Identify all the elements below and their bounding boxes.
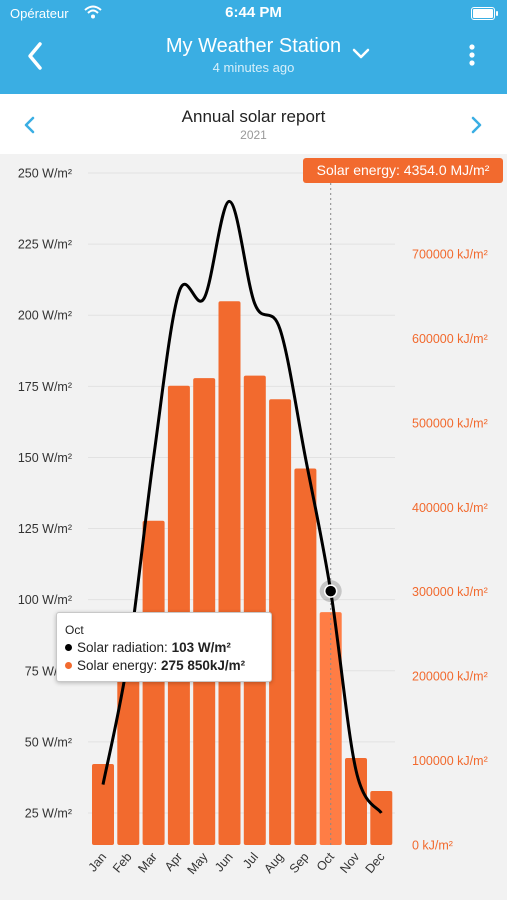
left-axis-tick-label: 125 W/m²	[18, 522, 72, 536]
more-vertical-icon[interactable]	[462, 42, 482, 68]
radiation-dot-icon	[65, 644, 72, 651]
month-label: Jan	[86, 850, 110, 874]
energy-bar	[193, 378, 216, 845]
month-label: Apr	[162, 850, 185, 874]
energy-bar	[370, 790, 393, 845]
energy-bar	[218, 301, 241, 845]
right-axis-tick-label: 700000 kJ/m²	[412, 248, 488, 262]
energy-dot-icon	[65, 662, 72, 669]
month-label: Mar	[135, 850, 160, 875]
back-chevron-icon[interactable]	[22, 36, 52, 76]
left-axis-tick-label: 25 W/m²	[25, 807, 72, 821]
battery-icon	[471, 7, 498, 20]
right-axis-tick-label: 400000 kJ/m²	[412, 501, 488, 515]
month-label: Nov	[337, 849, 362, 876]
month-label: Dec	[363, 850, 388, 876]
solar-chart[interactable]: 250 W/m² 225 W/m² 200 W/m² 175 W/m² 150 W/m²…	[0, 154, 507, 900]
next-year-icon[interactable]	[466, 114, 486, 136]
left-axis-tick-label: 100 W/m²	[18, 593, 72, 607]
carrier-label: Opérateur	[10, 6, 69, 21]
right-axis-tick-label: 100000 kJ/m²	[412, 754, 488, 768]
highlight-badge: Solar energy: 4354.0 MJ/m²	[303, 158, 503, 183]
right-axis-tick-label: 200000 kJ/m²	[412, 670, 488, 684]
wifi-icon	[84, 5, 102, 22]
tooltip-energy-row: Solar energy: 275 850kJ/m²	[65, 658, 245, 673]
month-label: Sep	[287, 850, 312, 876]
energy-bar	[92, 763, 114, 845]
right-axis-tick-label: 0 kJ/m²	[412, 839, 453, 853]
energy-bar	[142, 520, 165, 845]
month-label: Feb	[110, 850, 135, 876]
month-label: Jun	[212, 850, 236, 874]
clock: 6:44 PM	[225, 4, 282, 21]
tooltip-radiation-row: Solar radiation: 103 W/m²	[65, 640, 231, 655]
left-axis-tick-label: 225 W/m²	[18, 238, 72, 252]
tooltip-radiation-label: Solar radiation:	[77, 640, 172, 655]
right-axis-tick-label: 500000 kJ/m²	[412, 416, 488, 430]
highlight-marker	[323, 584, 338, 598]
last-update: 4 minutes ago	[212, 60, 295, 75]
energy-bar	[269, 399, 292, 845]
report-year: 2021	[240, 128, 267, 142]
left-axis-tick-label: 175 W/m²	[18, 380, 72, 394]
energy-bar	[294, 468, 317, 845]
report-header: Annual solar report 2021	[0, 94, 507, 154]
month-label: Oct	[314, 850, 338, 874]
tooltip-energy-value: 275 850kJ/m²	[161, 658, 246, 673]
tooltip-energy-label: Solar energy:	[77, 658, 162, 673]
report-title: Annual solar report	[181, 107, 326, 126]
navigation-bar: My Weather Station 4 minutes ago	[0, 26, 507, 94]
energy-bar	[117, 655, 140, 845]
month-label: Aug	[261, 850, 286, 876]
energy-bar	[243, 375, 266, 845]
chevron-down-icon[interactable]	[350, 46, 372, 62]
tooltip-radiation-value: 103 W/m²	[171, 640, 231, 655]
right-axis-tick-label: 600000 kJ/m²	[412, 332, 488, 346]
status-bar: Opérateur 6:44 PM	[0, 0, 507, 26]
tooltip-month: Oct	[65, 623, 84, 637]
station-title[interactable]: My Weather Station	[165, 35, 342, 57]
left-axis-tick-label: 200 W/m²	[18, 309, 72, 323]
chart-tooltip: Oct Solar radiation: 103 W/m² Solar ener…	[56, 612, 272, 682]
left-axis-tick-label: 250 W/m²	[18, 167, 72, 181]
left-axis-tick-label: 150 W/m²	[18, 451, 72, 465]
right-axis-tick-label: 300000 kJ/m²	[412, 585, 488, 599]
previous-year-icon[interactable]	[20, 114, 40, 136]
left-axis-tick-label: 50 W/m²	[25, 735, 72, 749]
month-label: May	[185, 849, 211, 877]
energy-bar	[345, 758, 367, 845]
month-label: Jul	[240, 850, 261, 871]
